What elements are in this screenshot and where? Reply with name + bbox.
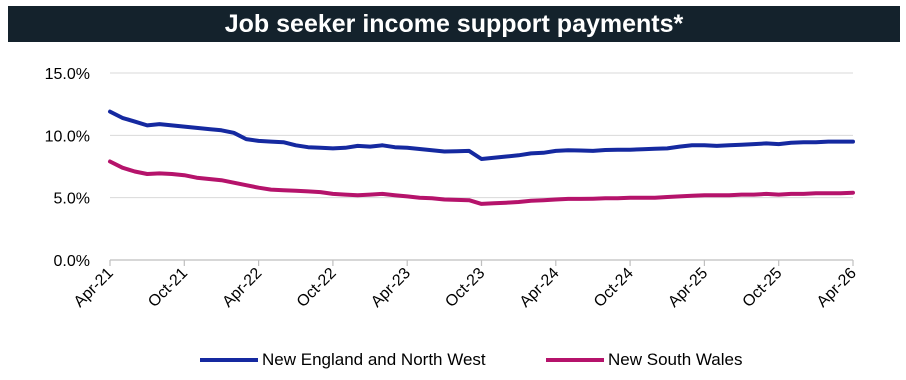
x-tick-label: Apr-26 bbox=[814, 265, 860, 311]
legend: New England and North West New South Wal… bbox=[0, 350, 906, 374]
x-tick-label: Apr-22 bbox=[219, 265, 265, 311]
legend-label-new-england: New England and North West bbox=[262, 350, 486, 369]
y-tick-label: 5.0% bbox=[54, 191, 90, 208]
y-tick-label: 15.0% bbox=[45, 66, 90, 83]
legend-swatch-nsw bbox=[546, 358, 604, 362]
x-tick-label: Oct-22 bbox=[294, 265, 340, 311]
legend-item-new-england: New England and North West bbox=[200, 350, 486, 370]
x-axis-ticks: Apr-21 Oct-21 Apr-22 Oct-22 Apr-23 Oct-23 Apr-… bbox=[71, 260, 860, 311]
y-axis-ticks: 0.0% 5.0% 10.0% 15.0% bbox=[45, 66, 90, 270]
x-tick-label: Oct-23 bbox=[442, 265, 488, 311]
x-tick-label: Apr-23 bbox=[368, 265, 414, 311]
x-tick-label: Apr-21 bbox=[71, 265, 117, 311]
x-tick-label: Apr-25 bbox=[665, 265, 711, 311]
chart-title: Job seeker income support payments* bbox=[8, 6, 900, 42]
x-tick-label: Oct-25 bbox=[740, 265, 786, 311]
gridlines bbox=[110, 72, 853, 199]
legend-label-nsw: New South Wales bbox=[608, 350, 743, 369]
series-line-1 bbox=[108, 159, 855, 206]
series-lines bbox=[108, 109, 855, 206]
series-line-0 bbox=[108, 109, 855, 161]
legend-swatch-new-england bbox=[200, 358, 258, 362]
x-tick-label: Apr-24 bbox=[517, 265, 563, 311]
legend-item-nsw: New South Wales bbox=[546, 350, 742, 370]
x-tick-label: Oct-24 bbox=[591, 265, 637, 311]
y-tick-label: 0.0% bbox=[54, 253, 90, 270]
x-tick-label: Oct-21 bbox=[145, 265, 191, 311]
y-tick-label: 10.0% bbox=[45, 128, 90, 145]
